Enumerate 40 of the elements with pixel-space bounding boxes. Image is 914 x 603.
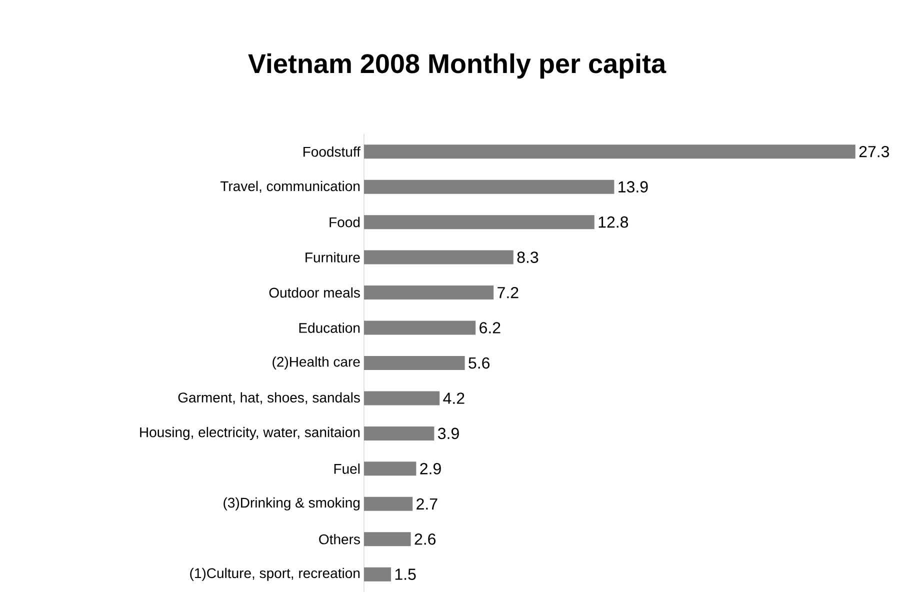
data-label: 2.7 bbox=[416, 498, 438, 510]
bar bbox=[364, 250, 514, 264]
y-tick-label: (2)Health care bbox=[272, 356, 360, 370]
data-label: 27.3 bbox=[859, 146, 890, 158]
data-label: 13.9 bbox=[618, 181, 648, 193]
y-tick-label: Foodstuff bbox=[304, 146, 360, 157]
y-tick-label: Garment, hat, shoes, sandals bbox=[178, 392, 360, 404]
bar bbox=[364, 286, 494, 300]
data-label: 3.9 bbox=[438, 428, 459, 440]
bar bbox=[364, 532, 411, 546]
y-tick-label: Housing, electricity, water, sanitaion bbox=[140, 426, 360, 440]
bar bbox=[364, 356, 465, 370]
data-label: 7.2 bbox=[498, 286, 518, 298]
bar bbox=[364, 180, 614, 194]
y-tick-label: Furniture bbox=[306, 252, 360, 262]
y-tick-label: Food bbox=[330, 216, 360, 228]
bar bbox=[364, 215, 594, 230]
chart-title: Vietnam 2008 Monthly per capita bbox=[248, 53, 666, 79]
y-tick-label: (3)Drinking & smoking bbox=[224, 497, 360, 510]
data-label: 6.2 bbox=[480, 322, 500, 334]
data-label: 5.6 bbox=[468, 357, 490, 369]
data-label: 1.5 bbox=[395, 568, 416, 580]
bar bbox=[364, 496, 413, 511]
bar bbox=[364, 144, 856, 159]
y-tick-label: Outdoor meals bbox=[269, 287, 360, 298]
bar bbox=[364, 391, 440, 406]
data-label: 2.6 bbox=[414, 533, 436, 545]
y-tick-label: (1)Culture, sport, recreation bbox=[190, 568, 360, 581]
data-label: 2.9 bbox=[420, 463, 441, 474]
bar bbox=[364, 462, 416, 476]
y-tick-label: Others bbox=[319, 534, 360, 544]
bar bbox=[364, 320, 476, 335]
data-label: 8.3 bbox=[517, 252, 538, 263]
bar bbox=[364, 426, 434, 440]
data-label: 12.8 bbox=[598, 216, 628, 228]
data-label: 4.2 bbox=[443, 392, 464, 404]
y-tick-label: Education bbox=[299, 322, 360, 333]
bar bbox=[364, 567, 391, 582]
y-tick-label: Fuel bbox=[334, 464, 360, 474]
y-tick-label: Travel, communication bbox=[220, 180, 360, 193]
